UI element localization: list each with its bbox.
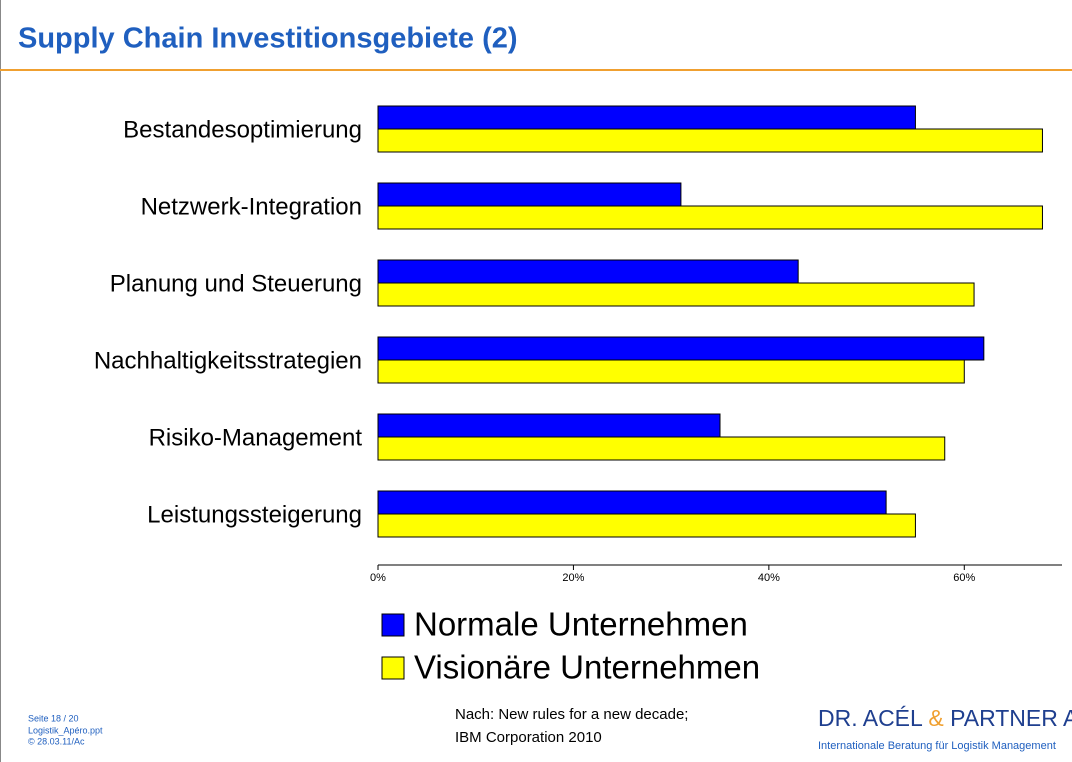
logo-amp: & bbox=[928, 705, 943, 731]
slide-title: Supply Chain Investitionsgebiete (2) bbox=[18, 23, 518, 55]
date: © 28.03.11/Ac bbox=[28, 736, 85, 746]
x-tick-label: 40% bbox=[758, 572, 780, 584]
category-label: Planung und Steuerung bbox=[110, 270, 362, 297]
chart: 0% 20% 40% 60% Bestandesoptimierung Netzwerk-… bbox=[94, 105, 1062, 686]
bar bbox=[377, 413, 721, 438]
source-line: IBM Corporation 2010 bbox=[455, 729, 602, 746]
legend-label: Visionäre Unternehmen bbox=[414, 649, 760, 686]
bar bbox=[377, 128, 1043, 153]
legend-swatch bbox=[381, 613, 405, 637]
bar bbox=[377, 513, 916, 538]
bar bbox=[377, 205, 1043, 230]
bar bbox=[377, 436, 946, 461]
bar bbox=[377, 182, 682, 207]
bar bbox=[377, 359, 965, 384]
x-tick-label: 60% bbox=[953, 572, 975, 584]
category-label: Bestandesoptimierung bbox=[123, 116, 362, 143]
category-label: Risiko-Management bbox=[149, 424, 363, 451]
file-name: Logistik_Apéro.ppt bbox=[28, 725, 103, 735]
logo: DR. ACÉL & PARTNER AG bbox=[818, 705, 1072, 731]
page-number: Seite 18 / 20 bbox=[28, 713, 79, 723]
bar bbox=[377, 282, 975, 307]
category-label: Netzwerk-Integration bbox=[141, 193, 362, 220]
source-line: Nach: New rules for a new decade; bbox=[455, 706, 688, 723]
bar bbox=[377, 336, 985, 361]
legend-label: Normale Unternehmen bbox=[414, 606, 748, 643]
category-label: Leistungssteigerung bbox=[147, 501, 362, 528]
bar bbox=[377, 490, 887, 515]
x-tick-label: 0% bbox=[370, 572, 386, 584]
logo-tagline: Internationale Beratung für Logistik Man… bbox=[818, 740, 1056, 752]
legend-swatch bbox=[381, 656, 405, 680]
bar bbox=[377, 259, 799, 284]
category-label: Nachhaltigkeitsstrategien bbox=[94, 347, 362, 374]
logo-part: PARTNER AG bbox=[950, 705, 1072, 731]
logo-part: DR. ACÉL bbox=[818, 705, 923, 731]
bar bbox=[377, 105, 916, 130]
x-tick-label: 20% bbox=[562, 572, 584, 584]
